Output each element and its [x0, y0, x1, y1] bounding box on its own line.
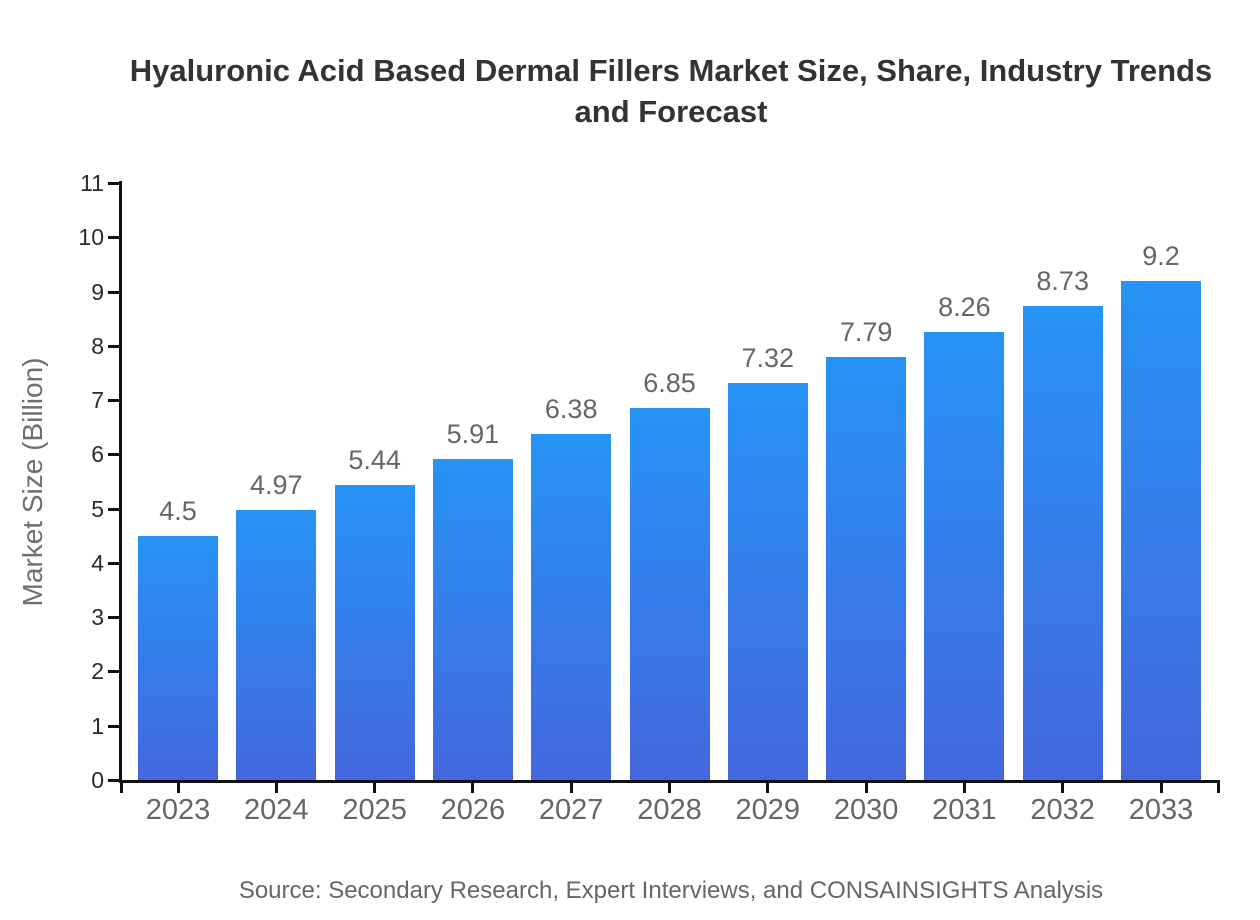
bar	[138, 535, 218, 780]
x-axis-tick-label: 2028	[637, 794, 702, 826]
x-axis-tick	[766, 783, 770, 793]
x-axis-tick	[176, 783, 180, 793]
y-axis-tick-label: 8	[91, 332, 104, 359]
y-axis-tick-label: 1	[91, 712, 104, 739]
x-axis-tick	[962, 783, 966, 793]
x-axis-tick-label: 2026	[440, 794, 506, 826]
y-axis-tick	[108, 779, 119, 782]
bar-value-label: 5.91	[446, 419, 500, 450]
y-axis-tick-label: 11	[80, 170, 104, 196]
x-axis-edge-tick	[120, 783, 123, 793]
chart-title: Hyaluronic Acid Based Dermal Fillers Mar…	[129, 53, 1213, 129]
y-axis-tick	[108, 399, 119, 403]
bar-value-label: 4.97	[250, 470, 303, 501]
bar	[531, 433, 612, 780]
x-axis-tick-label: 2023	[145, 794, 211, 826]
x-axis-tick	[373, 783, 377, 793]
bar	[924, 331, 1005, 780]
bar	[1121, 280, 1201, 780]
y-axis-tick-label: 5	[91, 495, 104, 522]
y-axis-tick-label: 10	[78, 224, 104, 251]
y-axis-tick	[108, 344, 119, 348]
source-note: Source: Secondary Research, Expert Inter…	[238, 877, 1104, 904]
bar-value-label: 8.73	[1036, 266, 1089, 297]
x-axis-tick	[1061, 783, 1065, 793]
bar	[334, 484, 415, 780]
x-axis-tick-label: 2033	[1128, 794, 1194, 826]
y-axis-tick	[108, 616, 119, 620]
x-axis-tick-label: 2031	[932, 794, 997, 826]
x-axis-tick	[274, 783, 278, 793]
y-axis-tick	[108, 182, 119, 185]
bar-value-label: 6.85	[643, 368, 696, 399]
y-axis-tick-label: 0	[91, 767, 104, 793]
x-axis-edge-tick	[1217, 783, 1220, 793]
y-axis-tick-label: 4	[91, 549, 104, 576]
y-axis-tick	[108, 236, 119, 240]
x-axis-tick-label: 2025	[342, 794, 407, 826]
x-axis-tick-label: 2030	[833, 794, 899, 826]
x-axis-tick-label: 2027	[538, 794, 604, 826]
y-axis-tick	[108, 507, 119, 511]
y-axis-tick	[108, 453, 119, 457]
y-axis-tick-label: 6	[91, 441, 104, 468]
bar-value-label: 9.2	[1142, 240, 1180, 271]
bar	[1022, 306, 1103, 780]
y-axis-tick-label: 7	[91, 387, 104, 414]
y-axis-tick	[108, 724, 119, 728]
bar	[629, 408, 710, 780]
bar-value-label: 7.32	[741, 342, 795, 373]
x-axis-tick	[569, 783, 573, 793]
bar	[826, 357, 907, 780]
y-axis-tick-label: 9	[91, 278, 104, 305]
y-axis-tick	[108, 561, 119, 565]
x-axis-tick-label: 2024	[244, 794, 309, 826]
bar	[236, 510, 317, 780]
bar-value-label: 4.5	[159, 495, 197, 526]
y-axis-tick-label: 3	[91, 604, 104, 631]
y-axis-line	[119, 181, 122, 783]
bar	[727, 382, 808, 780]
y-axis-tick	[108, 670, 119, 674]
y-axis-tick	[108, 290, 119, 294]
x-axis-tick	[471, 783, 475, 793]
x-axis-tick	[1159, 783, 1163, 793]
bar-value-label: 5.44	[348, 444, 401, 475]
bar	[432, 459, 513, 780]
x-axis-tick	[668, 783, 671, 793]
x-axis-tick-label: 2032	[1030, 794, 1095, 826]
y-axis-tick-label: 2	[91, 658, 104, 685]
x-axis-tick-label: 2029	[735, 794, 801, 826]
x-axis-line	[119, 780, 1220, 783]
bar-value-label: 8.26	[938, 291, 991, 322]
bar-value-label: 6.38	[544, 393, 598, 424]
x-axis-tick	[864, 783, 868, 793]
bar-value-label: 7.79	[839, 317, 893, 348]
